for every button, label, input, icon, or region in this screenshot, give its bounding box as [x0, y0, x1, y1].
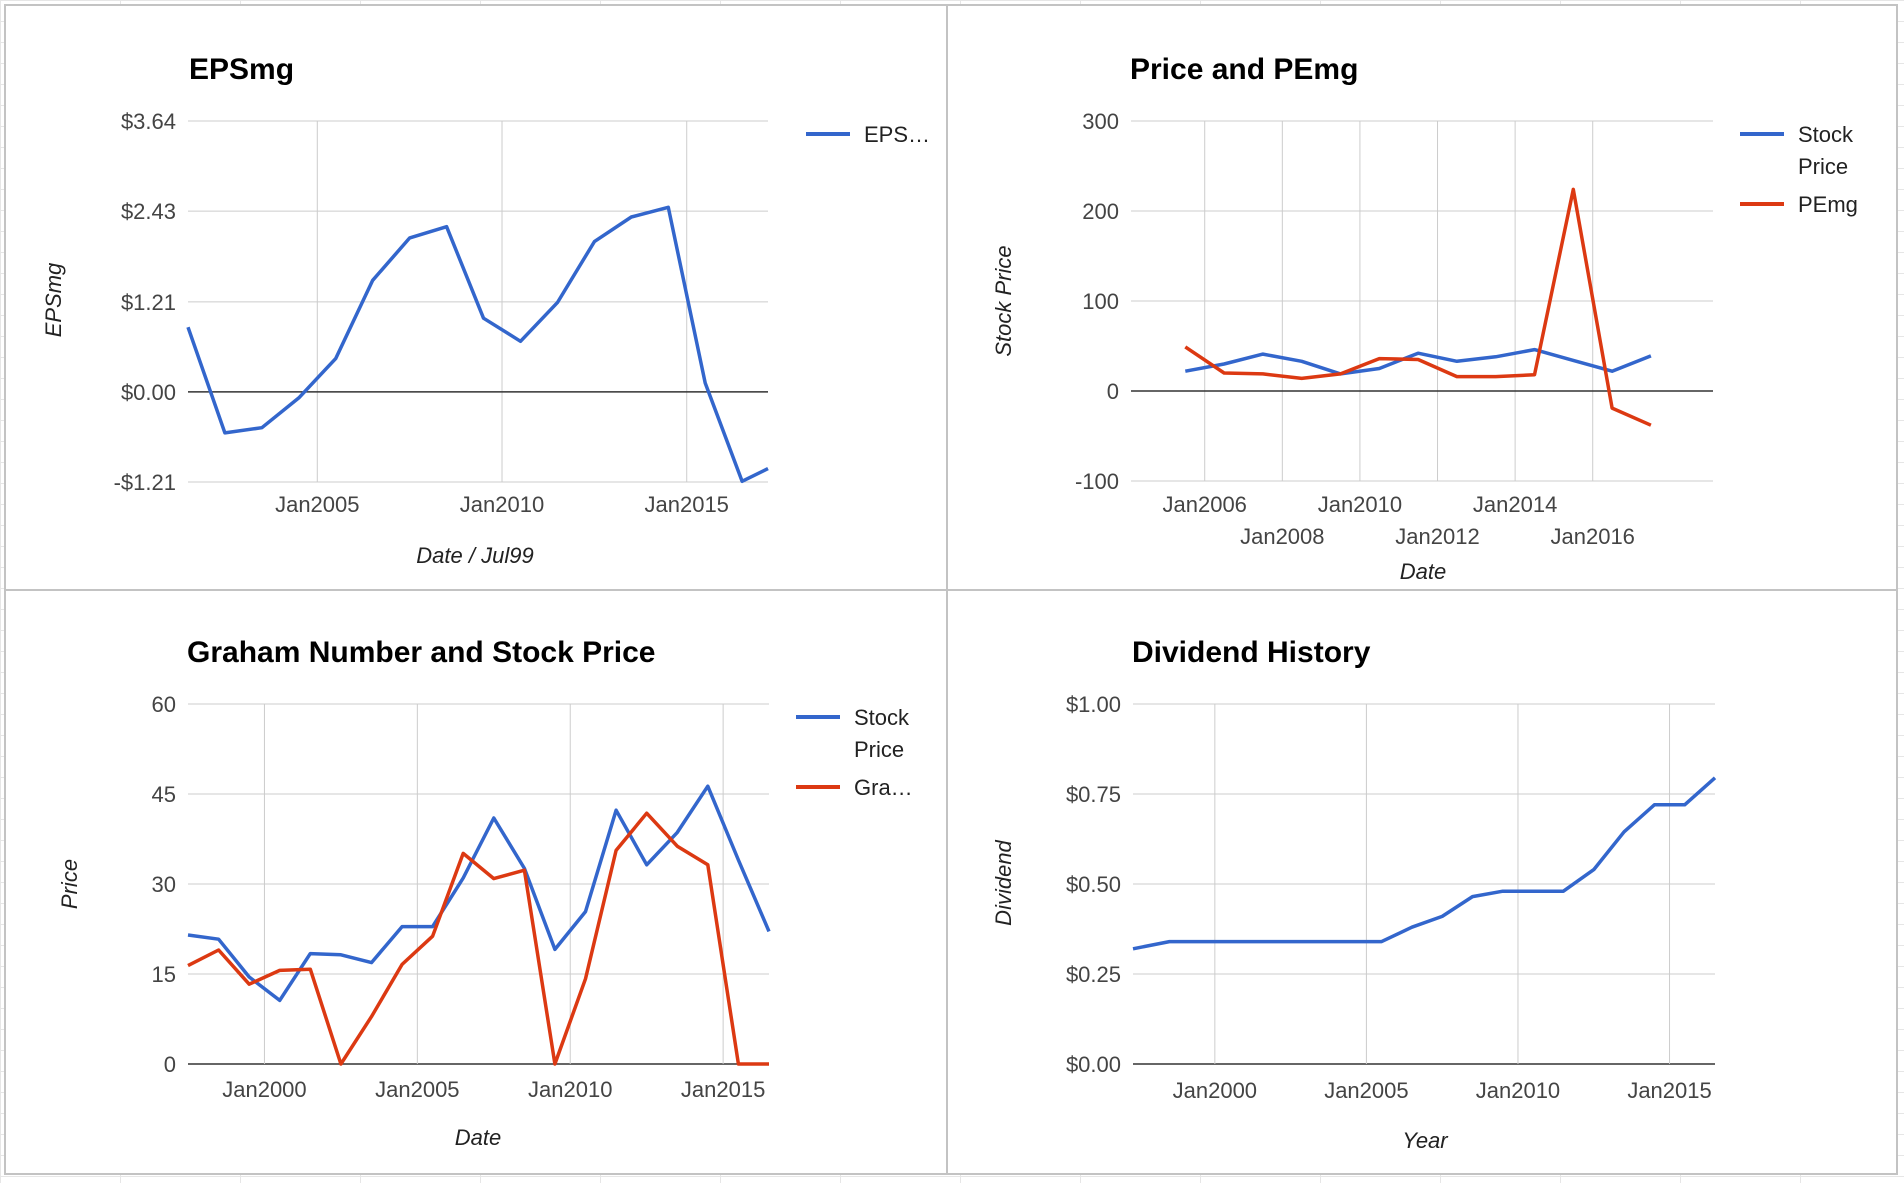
x-axis-title: Date / Jul99 [416, 543, 533, 568]
y-tick-label: 30 [152, 872, 176, 897]
y-tick-label: $0.75 [1066, 782, 1121, 807]
legend-label: Stock [854, 705, 910, 730]
x-axis-title: Date [1400, 559, 1446, 584]
y-tick-label: 0 [1107, 379, 1119, 404]
dividend-history-chart-panel: Dividend History $1.00 $0.75 $0.50 $0.25 $0.… [946, 589, 1898, 1175]
x-axis-title: Date [455, 1125, 501, 1150]
legend-label: PEmg [1798, 192, 1858, 217]
graham-number-chart-panel: Graham Number and Stock Price 60 45 30 15 0 … [4, 589, 948, 1175]
price-pemg-chart-panel: Price and PEmg 300 200 100 0 -100 Jan2006 Jan… [946, 4, 1898, 591]
y-tick-label: 0 [164, 1052, 176, 1077]
series-line [1184, 187, 1652, 427]
y-tick-label: 60 [152, 692, 176, 717]
y-tick-label: $1.00 [1066, 692, 1121, 717]
x-tick-label: Jan2010 [1318, 492, 1402, 517]
x-tick-label: Jan2014 [1473, 492, 1557, 517]
legend-label: Gra… [854, 775, 913, 800]
x-tick-label: Jan2000 [222, 1077, 306, 1102]
x-tick-label: Jan2010 [1476, 1078, 1560, 1103]
y-axis-title: EPSmg [41, 262, 66, 337]
x-tick-label: Jan2008 [1240, 524, 1324, 549]
legend-label: EPS… [864, 122, 930, 147]
y-tick-label: $2.43 [121, 199, 176, 224]
y-tick-label: $1.21 [121, 290, 176, 315]
x-tick-label: Jan2015 [645, 492, 729, 517]
chart-title: EPSmg [189, 53, 294, 86]
y-tick-label: $0.50 [1066, 872, 1121, 897]
y-tick-label: $0.00 [1066, 1052, 1121, 1077]
y-axis-title: Price [57, 859, 82, 909]
y-tick-label: -$1.21 [114, 470, 176, 495]
y-tick-label: $0.25 [1066, 962, 1121, 987]
x-tick-label: Jan2005 [275, 492, 359, 517]
y-tick-label: 45 [152, 782, 176, 807]
chart-title: Graham Number and Stock Price [187, 636, 656, 669]
epsmg-chart: EPSmg $3.64 $2.43 $1.21 $0.00 -$1.21 Jan2005… [41, 53, 930, 568]
y-tick-label: 100 [1082, 289, 1119, 314]
y-axis-title: Stock Price [991, 245, 1016, 356]
chart-title: Dividend History [1132, 636, 1371, 669]
x-tick-label: Jan2012 [1395, 524, 1479, 549]
x-tick-label: Jan2006 [1163, 492, 1247, 517]
series-line [1132, 776, 1717, 951]
legend-label: Stock [1798, 122, 1854, 147]
x-tick-label: Jan2016 [1551, 524, 1635, 549]
epsmg-chart-panel: EPSmg $3.64 $2.43 $1.21 $0.00 -$1.21 Jan2005… [4, 4, 948, 591]
y-tick-label: 200 [1082, 199, 1119, 224]
x-tick-label: Jan2010 [528, 1077, 612, 1102]
x-tick-label: Jan2015 [681, 1077, 765, 1102]
x-tick-label: Jan2000 [1173, 1078, 1257, 1103]
y-axis-title: Dividend [991, 839, 1016, 925]
series-line [186, 205, 769, 484]
y-tick-label: 300 [1082, 109, 1119, 134]
x-tick-label: Jan2015 [1627, 1078, 1711, 1103]
y-tick-label: $0.00 [121, 380, 176, 405]
x-tick-label: Jan2005 [375, 1077, 459, 1102]
x-tick-label: Jan2010 [460, 492, 544, 517]
legend-label: Price [854, 737, 904, 762]
price-pemg-chart: Price and PEmg 300 200 100 0 -100 Jan2006 Jan… [991, 53, 1858, 584]
series-line [187, 811, 769, 1066]
dividend-history-chart: Dividend History $1.00 $0.75 $0.50 $0.25 $0.… [991, 636, 1717, 1153]
series-line [187, 784, 771, 1003]
legend-label: Price [1798, 154, 1848, 179]
chart-title: Price and PEmg [1130, 53, 1358, 86]
y-tick-label: $3.64 [121, 109, 176, 134]
x-axis-title: Year [1402, 1128, 1449, 1153]
y-tick-label: -100 [1075, 469, 1119, 494]
series-line [1184, 347, 1652, 376]
y-tick-label: 15 [152, 962, 176, 987]
graham-number-chart: Graham Number and Stock Price 604530150 … [57, 636, 913, 1150]
x-tick-label: Jan2005 [1324, 1078, 1408, 1103]
